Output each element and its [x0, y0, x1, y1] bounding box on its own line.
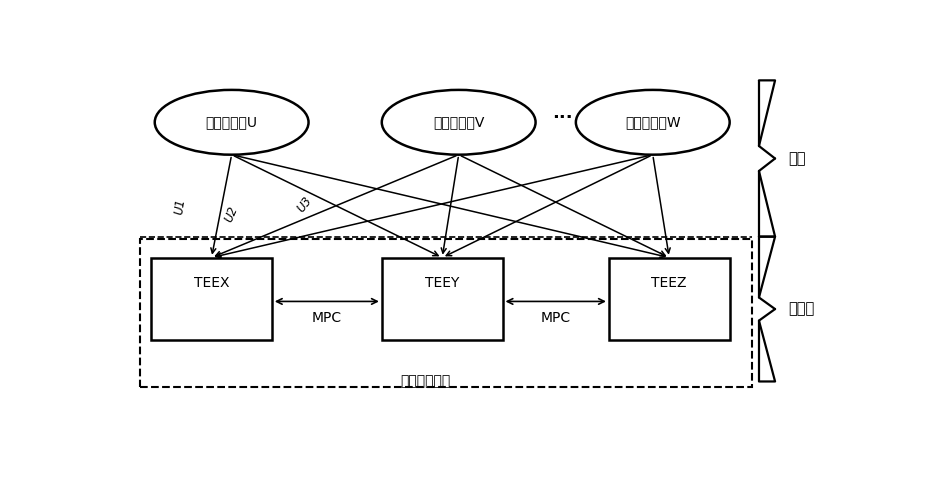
Text: 数据提供方W: 数据提供方W — [624, 115, 680, 129]
Text: ···: ··· — [552, 109, 572, 128]
Text: 高速网: 高速网 — [787, 301, 814, 317]
Bar — [151, 257, 272, 340]
Text: U3: U3 — [295, 194, 314, 215]
Text: U1: U1 — [173, 197, 188, 215]
Text: 可信计算中心: 可信计算中心 — [400, 375, 450, 389]
Bar — [608, 257, 729, 340]
Text: TEEX: TEEX — [194, 276, 229, 291]
Text: 数据提供方V: 数据提供方V — [432, 115, 484, 129]
Text: TEEZ: TEEZ — [650, 276, 686, 291]
Bar — [381, 257, 502, 340]
Text: U2: U2 — [222, 204, 241, 224]
Text: MPC: MPC — [312, 311, 342, 325]
Text: 公网: 公网 — [787, 151, 805, 166]
Text: TEEY: TEEY — [425, 276, 459, 291]
Text: MPC: MPC — [540, 311, 570, 325]
Bar — [140, 239, 750, 387]
Text: 数据提供方U: 数据提供方U — [206, 115, 258, 129]
